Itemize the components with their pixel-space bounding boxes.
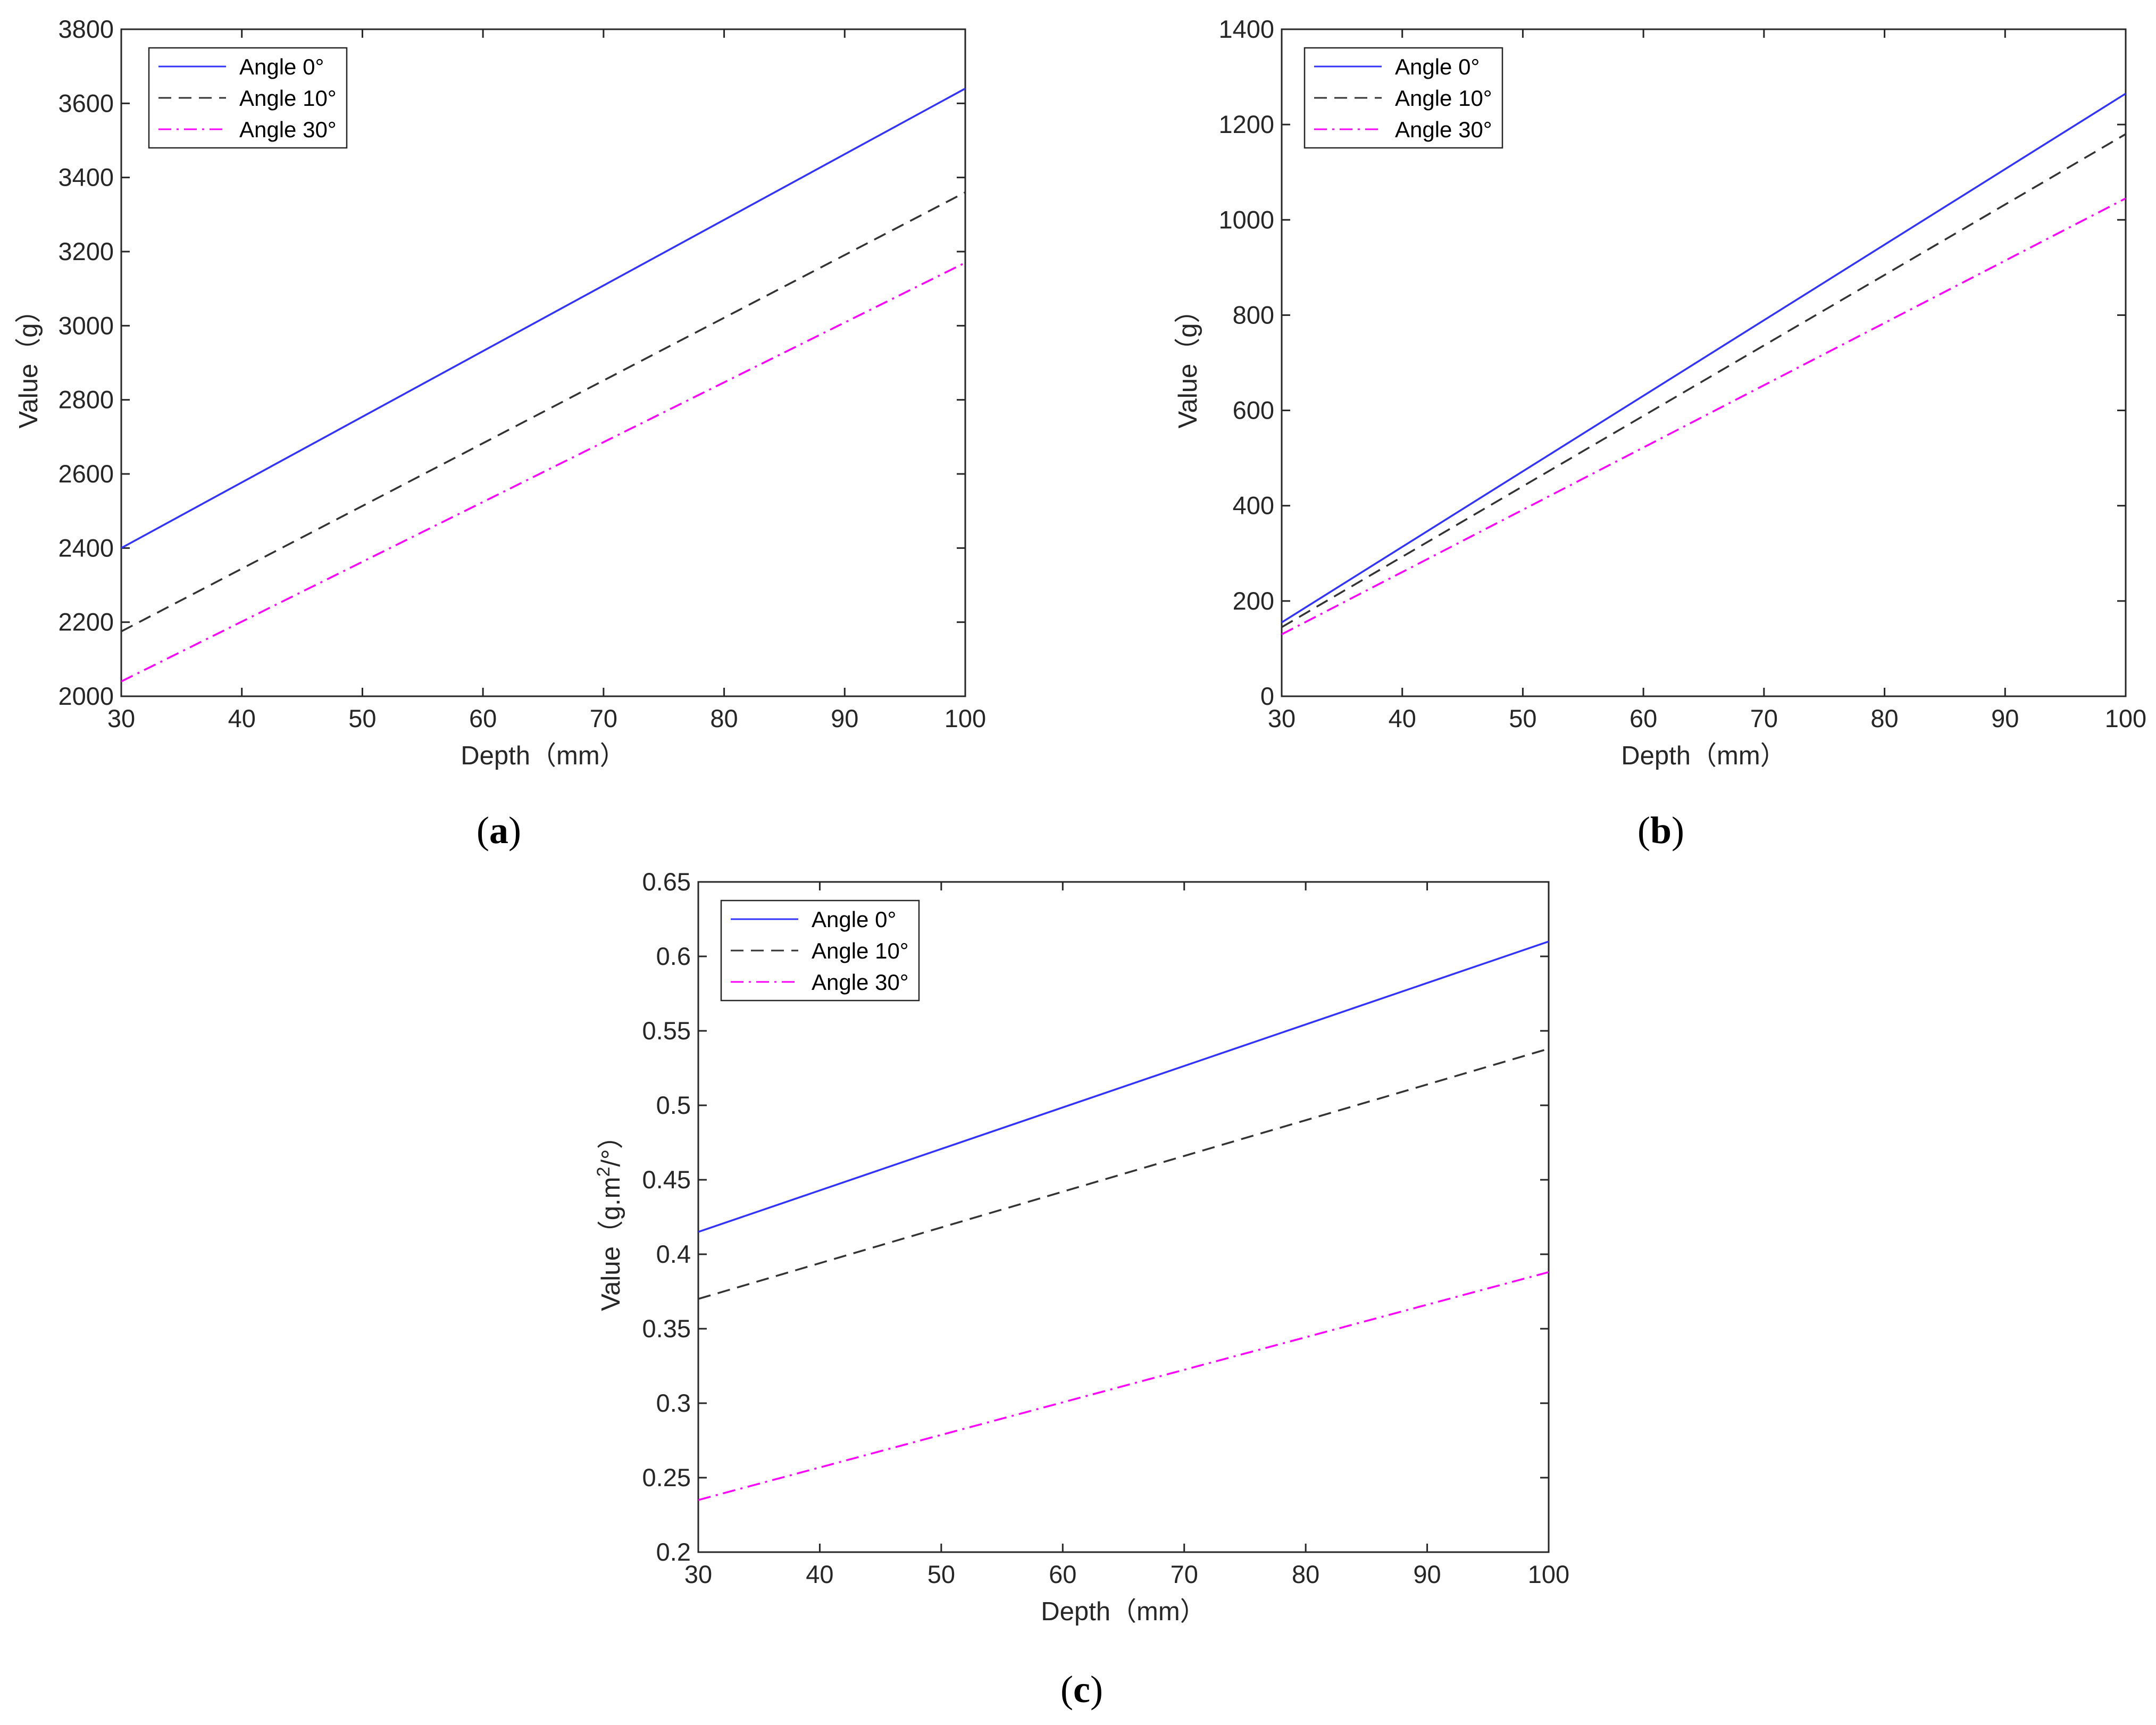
- panel-b-series-line-0: [1282, 93, 2126, 623]
- panel-b-xtick-label: 30: [1268, 704, 1296, 732]
- panel-c-ytick-label: 0.5: [656, 1091, 691, 1119]
- panel-c-series-group: [698, 940, 1549, 1501]
- panel-b-legend-label-1: Angle 10°: [1395, 86, 1492, 111]
- panel-b-ytick-label: 1200: [1218, 110, 1274, 138]
- panel-c-ytick-label: 0.4: [656, 1240, 691, 1268]
- panel-a-xtick-label: 90: [831, 704, 858, 732]
- panel-b-xtick-label: 70: [1750, 704, 1778, 732]
- panel-b-xtick-label: 90: [1991, 704, 2019, 732]
- panel-c-legend-label-0: Angle 0°: [812, 907, 896, 932]
- panel-a-legend-label-0: Angle 0°: [239, 54, 324, 79]
- panel-b-chart: 30 40 50 60 70 80 90 10002004006008001000120014…: [1174, 15, 2146, 770]
- panel-b-legend-label-2: Angle 30°: [1395, 117, 1492, 142]
- panel-a-xtick-label: 70: [590, 704, 617, 732]
- panel-a-ytick-label: 2200: [58, 608, 114, 636]
- panel-a-legend-label-1: Angle 10°: [239, 86, 337, 111]
- panel-a-ylabel: Value（g）: [14, 297, 43, 429]
- panel-a-legend-label-2: Angle 30°: [239, 117, 337, 142]
- panel-c-xtick-label: 40: [806, 1560, 833, 1588]
- panel-b-ytick-label: 1400: [1218, 15, 1274, 43]
- panel-a-caption: (a): [477, 809, 521, 852]
- panel-b-ytick-label: 800: [1233, 301, 1274, 329]
- panel-c-series-line-1: [698, 1047, 1549, 1300]
- panel-b-xtick-label: 50: [1509, 704, 1536, 732]
- panel-b-ytick-label: 1000: [1218, 205, 1274, 234]
- panel-b-ytick-label: 400: [1233, 491, 1274, 520]
- panel-c-ytick-label: 0.3: [656, 1389, 691, 1417]
- panel-c-legend-label-2: Angle 30°: [812, 970, 909, 995]
- panel-a-ytick-label: 2000: [58, 682, 114, 710]
- panel-a-ytick-label: 3400: [58, 163, 114, 191]
- panel-a-ytick-label: 3000: [58, 311, 114, 339]
- panel-c-ytick-label: 0.35: [642, 1314, 691, 1343]
- panel-b-legend: Angle 0° Angle 10° Angle 30°: [1303, 47, 1503, 149]
- panel-a-legend: Angle 0° Angle 10° Angle 30°: [148, 47, 348, 149]
- panel-b-caption: (b): [1637, 809, 1684, 852]
- panel-a-xlabel: Depth（mm）: [461, 741, 625, 770]
- panel-a-ytick-label: 3200: [58, 237, 114, 265]
- panel-a-xtick-label: 50: [348, 704, 376, 732]
- panel-c-ytick-label: 0.6: [656, 942, 691, 970]
- panel-b-axes-box: [1281, 28, 2127, 697]
- panel-c-legend-label-1: Angle 10°: [812, 938, 909, 963]
- panel-b-xtick-label: 60: [1629, 704, 1657, 732]
- panel-c-chart: 30 40 50 60 70 80 90 100 0.2 0.25 0.3 0.35 0.4 0.45 0.…: [594, 868, 1569, 1626]
- panel-a-ytick-label: 3800: [58, 15, 114, 43]
- panel-c-ytick-label: 0.55: [642, 1016, 691, 1045]
- panel-c-caption: (c): [1060, 1668, 1103, 1711]
- panel-c-axes-box: [697, 881, 1550, 1553]
- panel-b-legend-label-0: Angle 0°: [1395, 54, 1480, 79]
- panel-c-ylabel: Value（g.m2/°）: [594, 1123, 625, 1311]
- panel-b-xtick-label: 40: [1389, 704, 1416, 732]
- panel-c-ytick-label: 0.45: [642, 1165, 691, 1194]
- panel-c-ytick-label: 0.65: [642, 868, 691, 896]
- panel-c-series-line-2: [698, 1271, 1549, 1501]
- panel-a-chart: 30 40 50 60 70 80 90 100 2000 2200 2400 2600 2800 300…: [14, 15, 986, 770]
- panel-b-ytick-label: 200: [1233, 587, 1274, 615]
- panel-c-xtick-label: 90: [1413, 1560, 1441, 1588]
- panel-a-series-line-2: [121, 262, 965, 682]
- panel-c-series-line-0: [698, 940, 1549, 1233]
- panel-c-xtick-label: 70: [1171, 1560, 1198, 1588]
- panel-a-ytick-label: 3600: [58, 89, 114, 117]
- panel-a-xtick-label: 30: [107, 704, 135, 732]
- panel-c-xtick-label: 100: [1528, 1560, 1569, 1588]
- panel-c-ytick-label: 0.25: [642, 1463, 691, 1491]
- panel-a-series-group: [121, 87, 965, 682]
- panel-b-ytick-label: 600: [1233, 396, 1274, 424]
- panel-c-ytick-label: 0.2: [656, 1538, 691, 1566]
- panel-c-xtick-label: 60: [1049, 1560, 1076, 1588]
- panel-c-xtick-label: 30: [684, 1560, 712, 1588]
- panel-c-legend: Angle 0° Angle 10° Angle 30°: [720, 899, 920, 1002]
- panel-a-series-line-0: [121, 87, 965, 549]
- panel-b-series-line-2: [1282, 197, 2126, 636]
- panel-a-series-line-1: [121, 191, 965, 632]
- panel-b-xlabel: Depth（mm）: [1621, 741, 1786, 770]
- panel-b-ylabel: Value（g）: [1174, 297, 1202, 429]
- panel-a-xtick-label: 60: [469, 704, 497, 732]
- panel-b-ytick-label: 0: [1260, 682, 1274, 710]
- panel-a-ytick-label: 2800: [58, 386, 114, 414]
- panel-a-xtick-label: 80: [710, 704, 738, 732]
- panel-a-xtick-label: 40: [228, 704, 256, 732]
- panel-c-xtick-label: 80: [1292, 1560, 1319, 1588]
- panel-c-xtick-label: 50: [927, 1560, 955, 1588]
- panel-a-axes-box: [120, 28, 966, 697]
- panel-c-xlabel: Depth（mm）: [1041, 1597, 1206, 1626]
- panel-b-xtick-label: 80: [1870, 704, 1898, 732]
- panel-a-ytick-label: 2600: [58, 460, 114, 488]
- panel-a-ytick-label: 2400: [58, 534, 114, 562]
- panel-b-series-group: [1282, 93, 2126, 636]
- panel-a-xtick-label: 100: [945, 704, 986, 732]
- panel-b-series-line-1: [1282, 133, 2126, 628]
- panel-b-xtick-label: 100: [2105, 704, 2146, 732]
